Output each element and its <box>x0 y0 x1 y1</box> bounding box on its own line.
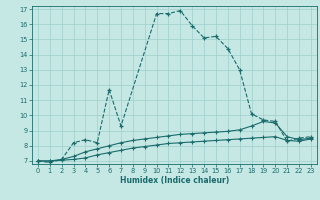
X-axis label: Humidex (Indice chaleur): Humidex (Indice chaleur) <box>120 176 229 185</box>
